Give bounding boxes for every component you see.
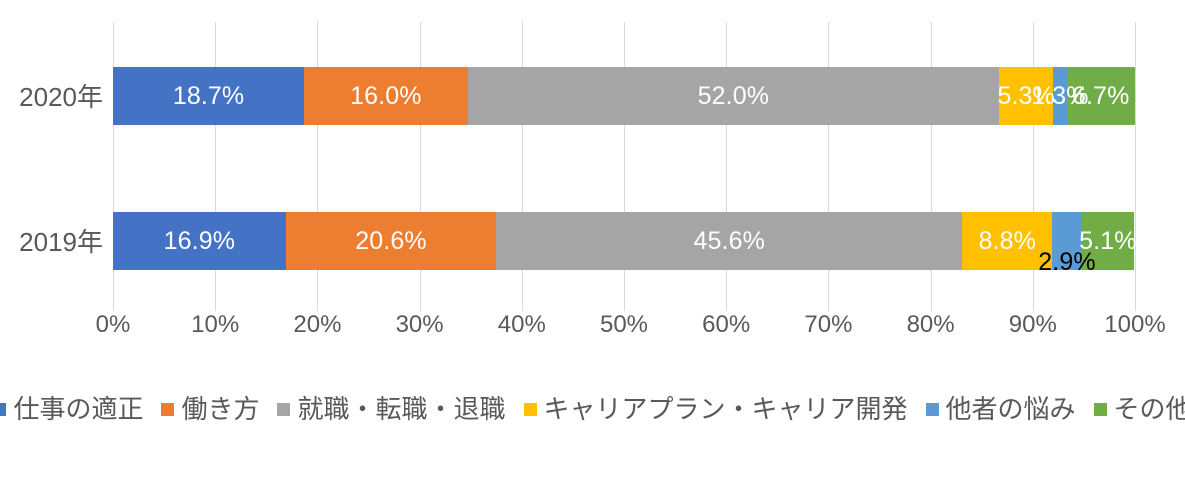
legend-item-label: 働き方 bbox=[181, 394, 260, 424]
bar-segment-label: 52.0% bbox=[697, 81, 770, 110]
x-tick-mark bbox=[1135, 305, 1136, 311]
bar-segment-label: 16.9% bbox=[163, 226, 236, 255]
x-tick-label: 10% bbox=[191, 311, 240, 338]
x-tick-mark bbox=[113, 305, 114, 311]
category-label-2020: 2020年 bbox=[19, 82, 103, 112]
x-tick-label: 50% bbox=[599, 311, 649, 338]
bar-segment-label: 8.8% bbox=[978, 226, 1036, 255]
legend-item-label: 仕事の適正 bbox=[13, 394, 144, 424]
legend-item-label: 他者の悩み bbox=[945, 394, 1076, 424]
legend-item[interactable]: 他者の悩み bbox=[925, 394, 1076, 424]
x-tick-mark bbox=[521, 305, 523, 311]
x-tick-mark bbox=[1032, 305, 1034, 311]
x-tick-mark bbox=[624, 305, 625, 311]
x-tick-mark bbox=[419, 305, 421, 311]
x-tick-label: 30% bbox=[395, 311, 444, 338]
bar-segment[interactable]: 5.3% bbox=[997, 67, 1055, 125]
bar-segment[interactable]: 52.0% bbox=[467, 67, 1000, 125]
bar-segment[interactable]: 1.3% bbox=[1031, 67, 1088, 125]
bar-segment-label: 5.3% bbox=[997, 81, 1055, 110]
chart-legend: 仕事の適正 働き方 就職・転職・退職 キャリアプラン・キャリア開発 他者の悩み その他 bbox=[0, 385, 1185, 433]
legend-item[interactable]: 仕事の適正 bbox=[0, 396, 143, 422]
legend-swatch-icon bbox=[523, 402, 537, 416]
x-tick-mark bbox=[726, 305, 728, 311]
bar-segment[interactable]: 5.1% bbox=[1079, 212, 1137, 270]
bar-segment[interactable]: 8.8% bbox=[962, 212, 1053, 270]
bar-segment-label: 45.6% bbox=[693, 226, 765, 255]
bar-segment-label: 1.3% bbox=[1031, 81, 1089, 110]
category-axis: 2020年 2019年 bbox=[0, 22, 103, 305]
bar-row[interactable]: 18.7% 16.0% 52.0% 5.3% 1.3% 6.7% bbox=[113, 67, 1135, 125]
legend-item[interactable]: その他 bbox=[1093, 394, 1185, 424]
x-tick-label: 0% bbox=[95, 311, 131, 338]
plot-area: 18.7% 16.0% 52.0% 5.3% 1.3% 6.7% 16.9% 20.6% 45… bbox=[113, 22, 1137, 305]
legend-swatch-icon bbox=[277, 402, 291, 416]
bar-segment[interactable]: 16.9% bbox=[113, 212, 286, 270]
x-tick-mark bbox=[317, 305, 319, 311]
legend-swatch-icon bbox=[925, 402, 939, 416]
x-tick-mark bbox=[828, 305, 830, 311]
bar-segment[interactable]: 6.7% bbox=[1066, 67, 1135, 125]
x-tick-label: 80% bbox=[906, 311, 955, 338]
bar-segment[interactable]: 20.6% bbox=[285, 212, 497, 270]
bar-rows: 18.7% 16.0% 52.0% 5.3% 1.3% 6.7% 16.9% 20.6% 45… bbox=[113, 22, 1137, 305]
x-tick-mark bbox=[215, 305, 217, 311]
x-tick-label: 90% bbox=[1008, 311, 1057, 338]
legend-item-label: 就職・転職・退職 bbox=[297, 394, 506, 424]
legend-swatch-icon bbox=[1093, 402, 1107, 416]
bar-row[interactable]: 16.9% 20.6% 45.6% 8.8% 2.9% 5.1% bbox=[113, 212, 1137, 275]
bar-segment[interactable]: 18.7% bbox=[113, 67, 305, 125]
bar-segment-label: 6.7% bbox=[1072, 81, 1130, 110]
legend-item-label: その他 bbox=[1113, 394, 1185, 424]
bar-segment[interactable]: 2.9% bbox=[1038, 212, 1096, 275]
bar-segment[interactable]: 16.0% bbox=[304, 67, 468, 125]
x-tick-mark bbox=[930, 305, 932, 311]
legend-item[interactable]: 働き方 bbox=[161, 396, 259, 422]
bar-segment-label: 16.0% bbox=[350, 81, 422, 110]
legend-item[interactable]: キャリアプラン・キャリア開発 bbox=[523, 394, 908, 424]
x-tick-label: 60% bbox=[702, 311, 751, 338]
legend-item-label: キャリアプラン・キャリア開発 bbox=[543, 394, 908, 424]
legend-swatch-icon bbox=[161, 402, 175, 416]
bar-segment-label: 5.1% bbox=[1079, 226, 1137, 255]
x-tick-label: 100% bbox=[1104, 311, 1166, 338]
category-label-2019: 2019年 bbox=[19, 227, 103, 257]
legend-item[interactable]: 就職・転職・退職 bbox=[277, 394, 506, 424]
bar-segment-label: 2.9% bbox=[1038, 248, 1096, 276]
x-tick-label: 70% bbox=[804, 311, 853, 338]
legend-swatch-icon bbox=[0, 402, 7, 416]
bar-segment[interactable]: 45.6% bbox=[496, 212, 963, 270]
bar-segment-label: 20.6% bbox=[355, 226, 427, 255]
x-tick-label: 40% bbox=[497, 311, 546, 338]
bar-segment-label: 18.7% bbox=[172, 81, 245, 110]
gridline bbox=[1135, 22, 1136, 305]
x-tick-label: 20% bbox=[293, 311, 342, 338]
x-axis: 0% 10% 20% 30% 40% 50% 60% 70% 80% 90% 100% bbox=[96, 305, 1166, 345]
